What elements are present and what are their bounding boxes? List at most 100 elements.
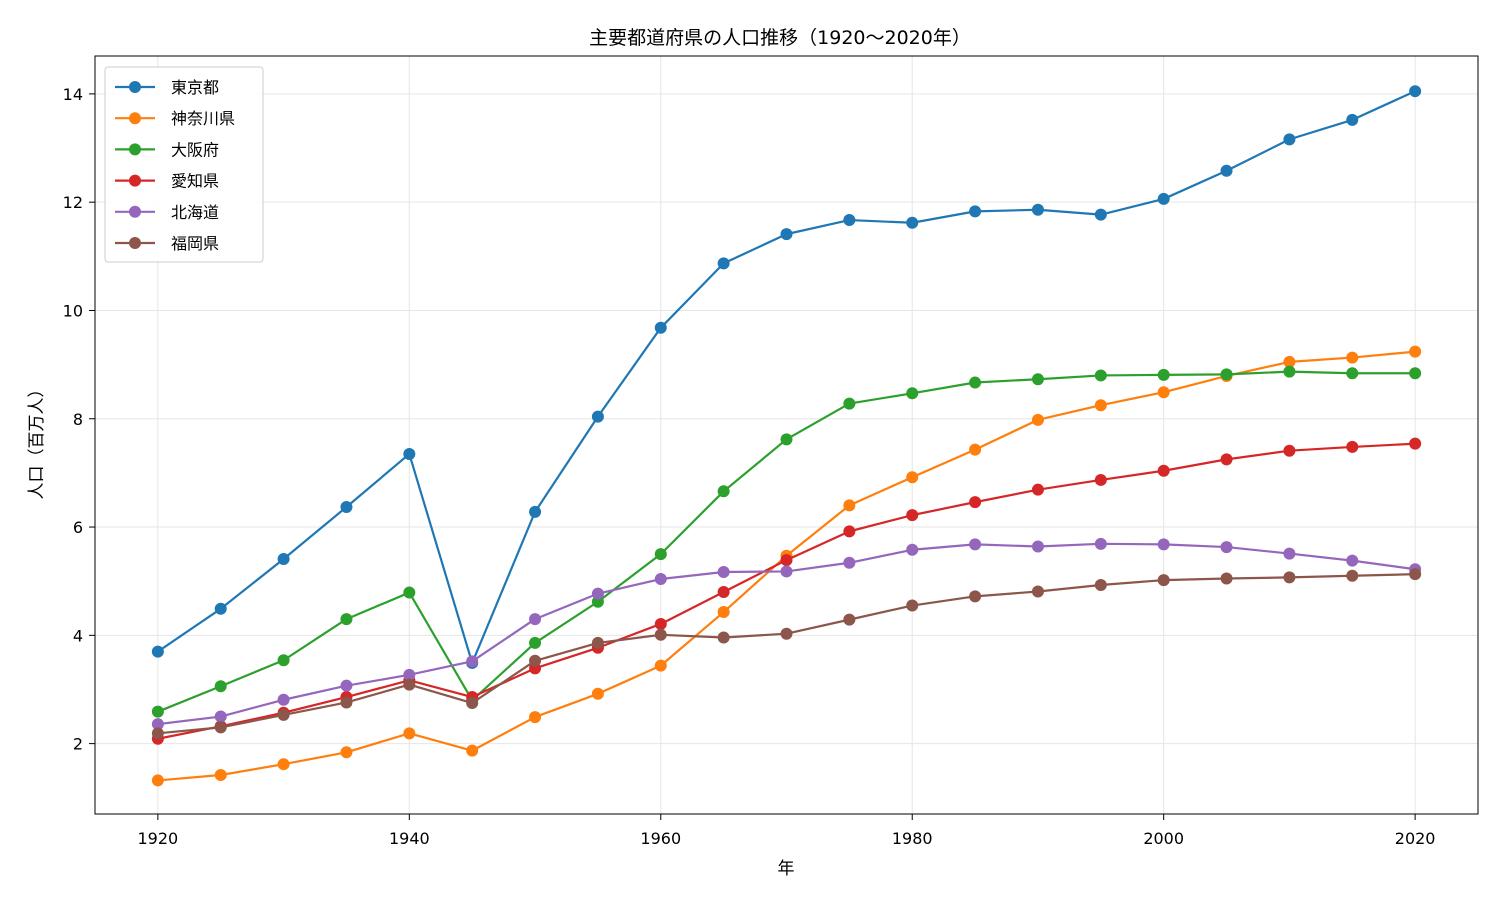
data-point (906, 599, 919, 612)
chart-title: 主要都道府県の人口推移（1920〜2020年） (589, 27, 971, 49)
y-tick-label: 10 (63, 301, 83, 320)
data-point (906, 471, 919, 484)
data-point (277, 654, 290, 667)
data-point (214, 721, 227, 734)
data-point (1346, 440, 1359, 453)
data-point (403, 447, 416, 460)
x-tick-label: 1960 (640, 829, 681, 848)
data-point (1094, 473, 1107, 486)
data-point (654, 548, 667, 561)
data-point (1409, 85, 1422, 98)
legend-label: 神奈川県 (171, 109, 235, 128)
data-point (780, 228, 793, 241)
data-point (1283, 444, 1296, 457)
legend-label: 愛知県 (171, 172, 219, 191)
data-point (466, 697, 479, 710)
data-point (717, 586, 730, 599)
data-point (591, 410, 604, 423)
data-point (969, 205, 982, 218)
data-point (151, 774, 164, 787)
data-point (654, 321, 667, 334)
data-point (1346, 351, 1359, 364)
data-point (403, 586, 416, 599)
data-point (214, 710, 227, 723)
series-5 (151, 568, 1422, 740)
legend-label: 福岡県 (171, 234, 219, 253)
y-tick-label: 14 (63, 85, 83, 104)
series-4 (151, 537, 1422, 731)
data-point (466, 655, 479, 668)
data-point (1220, 368, 1233, 381)
y-axis: 2 4 6 8 10 12 14 (63, 85, 95, 754)
x-tick-label: 2020 (1395, 829, 1436, 848)
data-point (1283, 133, 1296, 146)
legend-label: 北海道 (171, 203, 219, 222)
data-point (780, 554, 793, 567)
data-point (843, 613, 856, 626)
data-point (1031, 585, 1044, 598)
data-point (717, 257, 730, 270)
data-point (1094, 399, 1107, 412)
data-point (1094, 208, 1107, 221)
data-point (780, 433, 793, 446)
grid-lines (95, 56, 1478, 814)
legend-marker (129, 205, 141, 218)
data-point (843, 556, 856, 569)
x-axis-label: 年 (778, 859, 795, 879)
data-point (591, 636, 604, 649)
data-point (1283, 547, 1296, 560)
data-point (1409, 568, 1422, 581)
data-point (277, 552, 290, 565)
data-point (969, 443, 982, 456)
data-point (717, 485, 730, 498)
x-tick-label: 2000 (1143, 829, 1184, 848)
legend-item: 愛知県 (115, 172, 219, 191)
data-point (1220, 541, 1233, 554)
data-point (969, 496, 982, 509)
data-point (1094, 369, 1107, 382)
series-0 (151, 85, 1422, 669)
data-point (654, 573, 667, 586)
data-point (1031, 373, 1044, 386)
data-point (654, 659, 667, 672)
data-point (1031, 483, 1044, 496)
data-point (151, 645, 164, 658)
data-point (780, 627, 793, 640)
data-point (340, 501, 353, 514)
legend-item: 福岡県 (115, 234, 219, 253)
data-point (843, 397, 856, 410)
data-point (529, 505, 542, 518)
data-point (1157, 538, 1170, 551)
data-point (843, 499, 856, 512)
data-point (529, 711, 542, 724)
data-point (151, 705, 164, 718)
data-point (1409, 437, 1422, 450)
data-point (1157, 192, 1170, 205)
legend-marker (129, 143, 141, 156)
y-tick-label: 6 (73, 518, 83, 537)
data-point (654, 628, 667, 641)
data-point (654, 617, 667, 630)
data-point (780, 565, 793, 578)
data-point (591, 587, 604, 600)
y-tick-label: 12 (63, 193, 83, 212)
data-point (340, 613, 353, 626)
x-axis: 1920 1940 1960 1980 2000 2020 (138, 814, 1436, 848)
data-point (1409, 345, 1422, 358)
data-point (340, 679, 353, 692)
data-point (1031, 540, 1044, 553)
data-point (1283, 365, 1296, 378)
y-tick-label: 2 (73, 735, 83, 754)
x-tick-label: 1980 (892, 829, 933, 848)
data-point (591, 687, 604, 700)
y-axis-label: 人口（百万人） (27, 381, 47, 500)
data-point (1220, 572, 1233, 585)
data-point (151, 718, 164, 731)
data-point (1094, 578, 1107, 591)
data-point (969, 590, 982, 603)
legend-label: 大阪府 (171, 140, 219, 159)
data-point (529, 636, 542, 649)
data-point (151, 727, 164, 740)
data-point (1031, 413, 1044, 426)
data-point (1031, 203, 1044, 216)
